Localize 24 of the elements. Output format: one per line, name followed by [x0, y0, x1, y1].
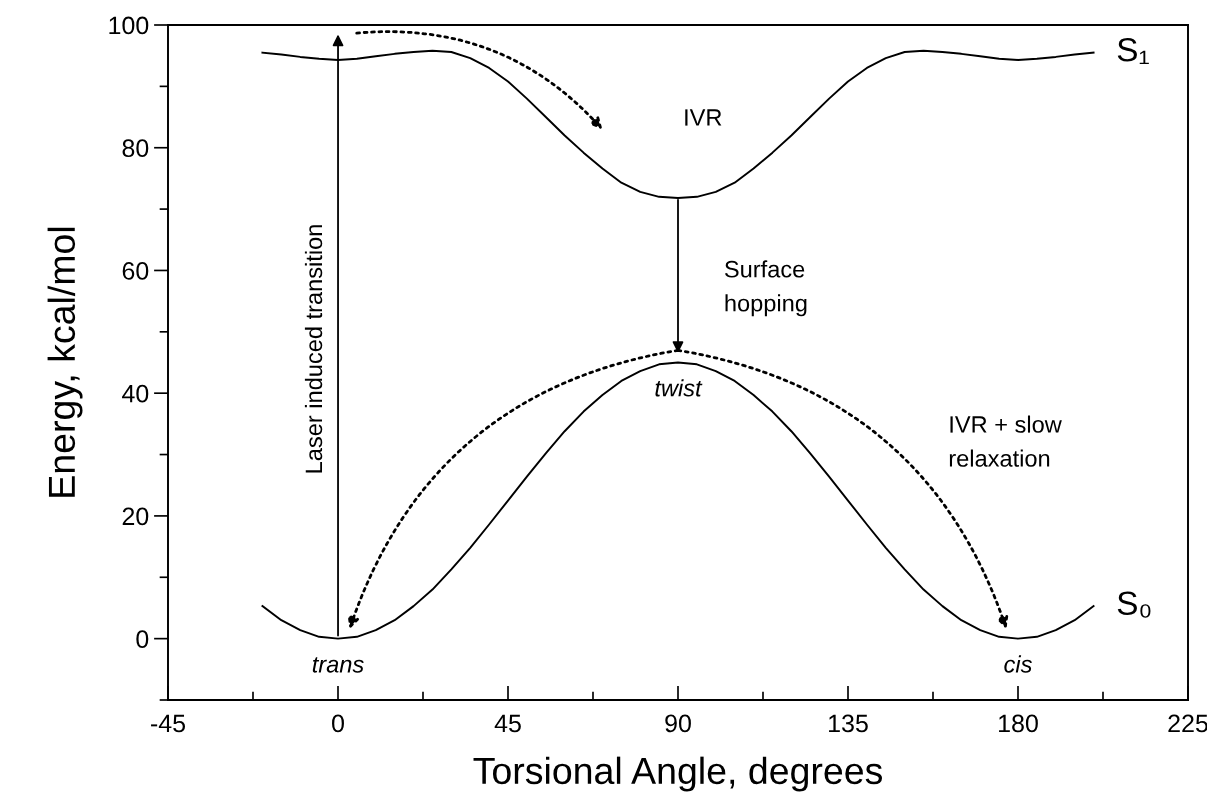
x-tick-label: 0	[332, 714, 344, 733]
y-tick-label: 0	[136, 630, 149, 648]
annotation: trans	[312, 657, 364, 673]
y-tick-label: 40	[122, 384, 149, 403]
x-tick-label: 180	[999, 714, 1038, 733]
x-tick-label: 90	[665, 714, 691, 733]
series-label: S₀	[1117, 591, 1151, 618]
x-tick-label: 135	[829, 714, 868, 733]
annotation: Laser induced transition	[304, 225, 323, 473]
annotation: IVR	[685, 109, 722, 126]
x-tick-label: 225	[1168, 714, 1207, 733]
annotation: Surface hopping	[724, 260, 807, 317]
annotation: IVR + slow relaxation	[949, 415, 1062, 467]
annotation: cis	[1004, 655, 1032, 673]
x-tick-label: -45	[151, 714, 186, 733]
y-tick-label: 20	[122, 507, 149, 526]
y-tick-label: 100	[109, 16, 149, 35]
series-label: S₁	[1117, 37, 1149, 65]
y-tick-label: 60	[122, 262, 149, 280]
x-tick-label: 45	[494, 714, 521, 733]
y-tick-label: 80	[122, 139, 149, 158]
x-axis-title: Torsional Angle, degrees	[473, 756, 882, 792]
annotation: twist	[655, 379, 703, 397]
y-axis-title: Energy, kcal/mol	[47, 227, 83, 497]
